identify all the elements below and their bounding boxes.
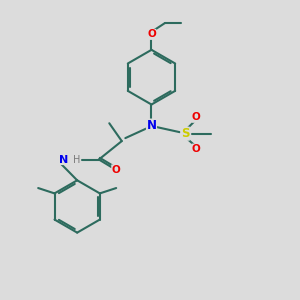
Text: O: O: [112, 165, 121, 175]
Text: S: S: [181, 127, 189, 140]
Text: O: O: [192, 144, 201, 154]
Text: N: N: [146, 119, 157, 132]
Text: N: N: [59, 154, 68, 164]
Text: O: O: [192, 112, 201, 122]
Text: H: H: [73, 154, 80, 164]
Text: O: O: [147, 29, 156, 39]
